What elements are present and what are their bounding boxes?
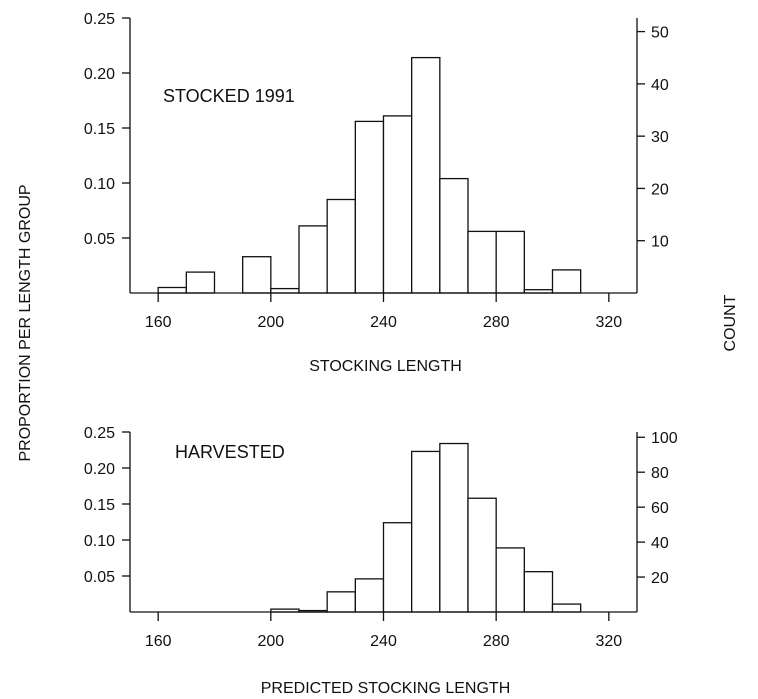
histogram-bar	[411, 450, 441, 613]
histogram-bar	[326, 591, 356, 613]
x-tick-label: 160	[145, 314, 172, 331]
x-tick-label: 280	[483, 314, 510, 331]
histogram-bar	[411, 56, 441, 294]
histogram-bar	[467, 497, 497, 613]
x-tick-label: 200	[257, 633, 284, 650]
histogram-panel-1: 160 200 240 280 320 0.05 0.10 0.15 0.20 0.25 10 20 3…	[84, 11, 669, 375]
y-tick-label-right: 100	[651, 430, 678, 447]
y-tick-label-left: 0.05	[84, 569, 115, 586]
shared-ylabel-right: COUNT	[722, 294, 739, 351]
x-tick-label: 320	[595, 314, 622, 331]
y-tick-label-right: 50	[651, 25, 669, 42]
panel-title: HARVESTED	[175, 442, 285, 462]
histogram-bar	[382, 115, 413, 294]
histogram-bar	[382, 522, 413, 613]
histogram-bar	[495, 547, 525, 613]
y-tick-label-left: 0.05	[84, 231, 115, 248]
y-tick-label-left: 0.25	[84, 425, 115, 442]
x-tick-label: 240	[370, 314, 397, 331]
y-tick-label-right: 40	[651, 77, 669, 94]
histogram-bar	[242, 256, 272, 294]
histogram-bar	[551, 603, 582, 613]
histogram-panel-2: 160 200 240 280 320 0.05 0.10 0.15 0.20 0.25 20 40 6…	[84, 425, 678, 697]
x-axis-title: STOCKING LENGTH	[309, 358, 462, 375]
histogram-bar	[467, 230, 497, 294]
y-tick-label-right: 10	[651, 234, 669, 251]
histogram-bar	[326, 198, 356, 294]
histogram-bar	[157, 286, 187, 294]
x-tick-label: 280	[483, 633, 510, 650]
y-tick-label-right: 20	[651, 570, 669, 587]
y-tick-label-right: 40	[651, 535, 669, 552]
y-tick-label-left: 0.10	[84, 176, 115, 193]
x-tick-label: 240	[370, 633, 397, 650]
y-tick-label-left: 0.15	[84, 121, 115, 138]
histogram-bar	[354, 578, 385, 613]
x-axis-title: PREDICTED STOCKING LENGTH	[261, 680, 511, 697]
histogram-bar	[439, 177, 469, 294]
histogram-bar	[551, 269, 582, 294]
x-tick-label: 160	[145, 633, 172, 650]
y-tick-label-left: 0.10	[84, 533, 115, 550]
y-tick-label-right: 60	[651, 500, 669, 517]
histogram-bar	[495, 230, 525, 294]
histogram-bar	[270, 287, 300, 294]
histogram-bar	[523, 571, 554, 613]
histogram-bar	[439, 442, 469, 613]
y-tick-label-left: 0.15	[84, 497, 115, 514]
y-tick-label-left: 0.25	[84, 11, 115, 28]
y-tick-label-right: 80	[651, 465, 669, 482]
shared-ylabel-left: PROPORTION PER LENGTH GROUP	[17, 184, 34, 461]
y-tick-label-right: 20	[651, 181, 669, 198]
x-tick-label: 320	[595, 633, 622, 650]
y-tick-label-left: 0.20	[84, 461, 115, 478]
histogram-bar	[185, 271, 216, 294]
y-tick-label-left: 0.20	[84, 66, 115, 83]
x-tick-label: 200	[257, 314, 284, 331]
y-tick-label-right: 30	[651, 129, 669, 146]
histogram-bar	[298, 225, 328, 294]
histogram-bar	[354, 120, 385, 294]
panel-title: STOCKED 1991	[163, 86, 295, 106]
